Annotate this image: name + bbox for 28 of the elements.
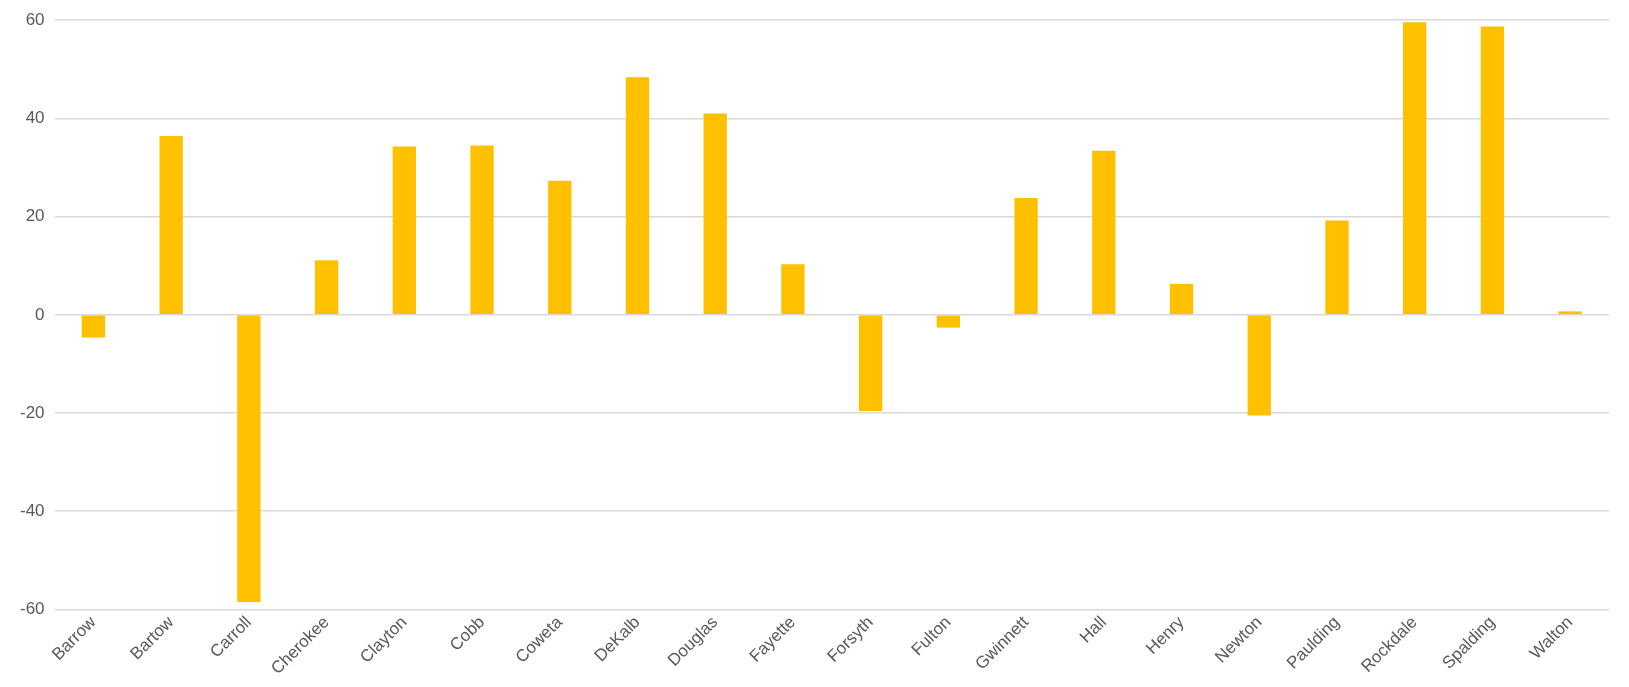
bar	[936, 315, 961, 328]
bar	[237, 315, 261, 603]
y-tick-label: -60	[19, 599, 45, 619]
bar	[159, 136, 183, 315]
bar	[1558, 311, 1582, 315]
bar	[392, 146, 416, 315]
y-tick-label: -20	[19, 402, 45, 422]
y-tick-label: 40	[25, 108, 45, 128]
bar	[703, 113, 727, 315]
bar	[1247, 315, 1271, 416]
bar	[1092, 150, 1116, 315]
y-tick-label: 20	[25, 206, 45, 226]
bar	[1325, 220, 1349, 315]
bar	[81, 315, 106, 338]
y-tick-label: -40	[19, 500, 45, 520]
bar	[625, 77, 650, 315]
y-tick-label: 60	[25, 9, 45, 29]
bar	[1014, 197, 1038, 315]
bar	[548, 180, 572, 315]
bar	[858, 315, 883, 412]
bar	[470, 145, 494, 315]
x-tick-label: Hall	[1075, 612, 1110, 647]
bar	[1480, 26, 1505, 315]
bar	[1169, 283, 1194, 315]
bar	[314, 260, 339, 315]
y-tick-label: 0	[35, 304, 45, 324]
bar	[1403, 22, 1427, 315]
bar	[781, 264, 805, 315]
